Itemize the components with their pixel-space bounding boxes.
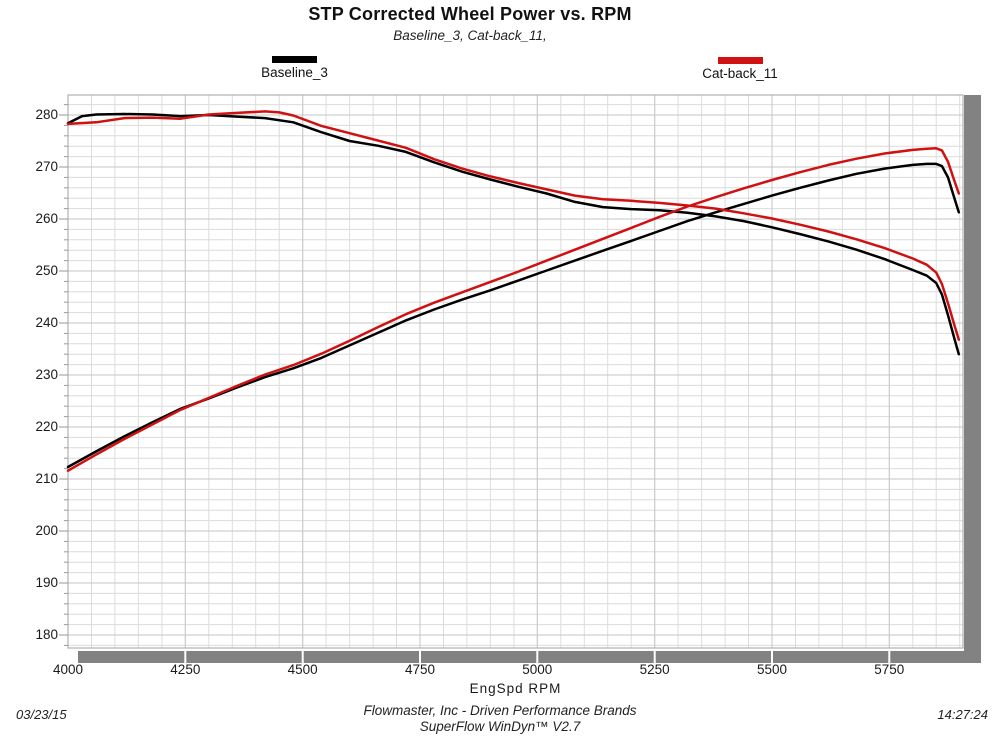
y-tick-label: 260	[35, 211, 58, 226]
y-tick-label: 230	[35, 367, 58, 382]
y-tick-label: 250	[35, 263, 58, 278]
y-tick-label: 220	[35, 419, 58, 434]
x-tick-label: 5000	[522, 662, 553, 677]
legend-label-baseline: Baseline_3	[261, 65, 328, 80]
legend-label-catback: Cat-back_11	[702, 66, 778, 81]
footer-brand-line: Flowmaster, Inc - Driven Performance Bra…	[363, 703, 637, 718]
y-tick-label: 280	[35, 107, 58, 123]
y-tick-label: 180	[35, 627, 58, 642]
x-tick-label: 4500	[287, 662, 318, 677]
x-tick-label: 4750	[404, 662, 435, 677]
x-axis-label: EngSpd RPM	[469, 681, 562, 696]
x-tick-label: 4250	[170, 662, 201, 677]
legend-swatch-catback-icon	[717, 57, 763, 64]
x-tick-label: 5750	[874, 662, 905, 677]
y-tick-label: 270	[35, 159, 58, 175]
x-tick-label: 4000	[52, 662, 84, 677]
x-tick-label: 5500	[756, 662, 787, 677]
time-stamp: 14:27:24	[937, 707, 988, 722]
x-tick-label: 5250	[639, 662, 670, 677]
legend-item-catback: Cat-back_11	[692, 57, 788, 81]
y-tick-label: 240	[35, 315, 58, 330]
chart-subtitle: Baseline_3, Cat-back_11,	[393, 28, 547, 43]
footer-software-line: SuperFlow WinDyn™ V2.7	[419, 719, 581, 734]
y-tick-label: 190	[35, 575, 58, 590]
y-tick-label: 210	[35, 471, 58, 486]
legend-swatch-baseline-icon	[272, 56, 317, 63]
chart-title: STP Corrected Wheel Power vs. RPM	[308, 4, 632, 24]
legend-item-baseline: Baseline_3	[252, 56, 337, 80]
y-tick-label: 200	[35, 523, 58, 538]
date-stamp: 03/23/15	[16, 707, 67, 722]
